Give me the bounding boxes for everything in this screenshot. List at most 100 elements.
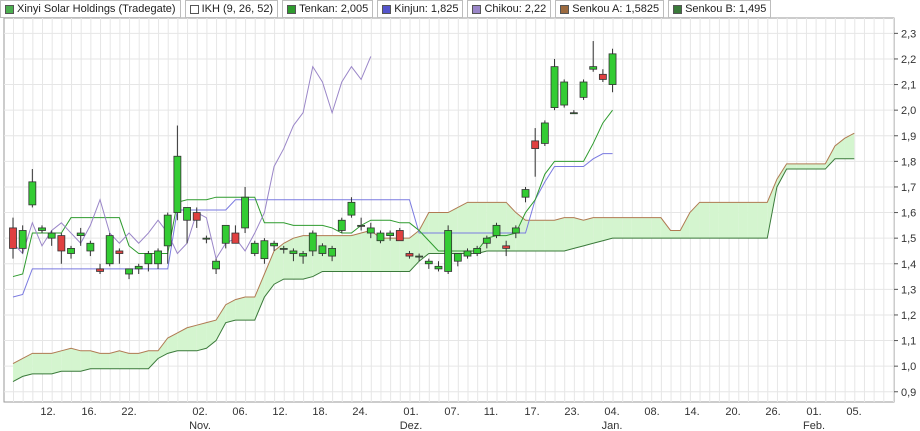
cloud-segment-bullish [564, 217, 574, 251]
candle-up [163, 214, 172, 247]
cloud-segment-bullish [225, 299, 236, 323]
cloud-segment-bullish [728, 202, 739, 239]
cloud-segment-bullish [100, 353, 110, 369]
cloud-segment-bullish [109, 350, 120, 369]
legend-item-price[interactable]: Xinyi Solar Holdings (Tradegate) [0, 0, 181, 18]
candle-up [289, 250, 298, 254]
legend-item-tenkan[interactable]: Tenkan: 2,005 [282, 0, 374, 18]
candle-up [492, 224, 501, 237]
y-tick-label: 2,1 [901, 80, 916, 92]
candle-down [57, 235, 66, 252]
month-label: Nov. [189, 420, 211, 431]
legend-label-price: Xinyi Solar Holdings (Tradegate) [17, 3, 176, 15]
x-tick-label: 05. [846, 406, 861, 418]
legend-item-senkou-a[interactable]: Senkou A: 1,5825 [555, 0, 665, 18]
cloud-segment-bullish [274, 243, 284, 285]
cloud-segment-bullish [515, 212, 526, 251]
cloud-segment-bullish [583, 217, 594, 246]
candle-up [28, 181, 37, 206]
cloud-segment-bullish [651, 217, 661, 239]
cloud-segment-bullish [51, 350, 62, 374]
x-tick-label: 08. [644, 406, 659, 418]
candle-up [270, 242, 278, 247]
cloud-segment-bullish [138, 350, 149, 369]
cloud-segment-bullish [670, 230, 681, 239]
cloud-segment-bullish [419, 212, 429, 262]
x-tick-label: 02. [192, 406, 207, 418]
cloud-segment-bullish [90, 350, 101, 369]
cloud-segment-bullish [747, 202, 758, 239]
cloud-segment-bullish [361, 230, 371, 272]
y-tick-label: 1,1 [901, 336, 916, 348]
y-tick-label: 2,3 [901, 28, 916, 40]
y-tick-label: 1,5 [901, 233, 916, 245]
cloud-segment-bullish [71, 348, 81, 372]
candle-up [299, 253, 308, 257]
cloud-segment-bullish [786, 163, 797, 170]
cloud-segment-bullish [844, 133, 855, 159]
candle-up [212, 260, 220, 270]
legend-item-kijun[interactable]: Kinjun: 1,825 [377, 0, 464, 18]
candle-up [241, 196, 249, 229]
month-label: Feb. [803, 420, 825, 431]
x-tick-label: 07. [444, 406, 459, 418]
x-tick-label: 23. [564, 406, 579, 418]
cloud-segment-bullish [602, 217, 613, 241]
cloud-segment-bullish [80, 350, 91, 372]
cloud-segment-bullish [167, 332, 178, 354]
cloud-segment-bullish [641, 217, 652, 239]
candle-down [598, 73, 607, 80]
cloud-segment-bullish [148, 350, 159, 369]
legend-item-ikh[interactable]: IKH (9, 26, 52) [184, 0, 279, 18]
candle-down [96, 268, 104, 272]
x-tick-label: 18. [312, 406, 327, 418]
candle-up [386, 232, 395, 236]
cloud-segment-bullish [187, 325, 197, 351]
candle-up [250, 242, 259, 254]
month-label: Jan. [602, 420, 623, 431]
x-tick-label: 22. [121, 406, 136, 418]
legend-item-senkou-b[interactable]: Senkou B: 1,495 [668, 0, 772, 18]
candle-up [86, 242, 95, 252]
candle-up [308, 232, 317, 252]
candle-up [279, 247, 288, 250]
cloud-segment-bullish [525, 220, 536, 251]
cloud-segment-bullish [593, 217, 603, 244]
y-tick-label: 1,8 [901, 156, 916, 168]
candle-up [511, 227, 520, 234]
candle-up [521, 189, 530, 198]
cloud-segment-bullish [264, 250, 275, 298]
cloud-segment-bullish [718, 202, 729, 239]
cloud-segment-bullish [22, 353, 33, 377]
cloud-segment-bullish [293, 235, 304, 280]
candle-up [366, 227, 375, 234]
cloud-segment-bullish [351, 233, 362, 272]
cloud-segment-bullish [380, 238, 391, 272]
candle-up [473, 247, 482, 254]
cloud-segment-bullish [254, 274, 265, 321]
legend-label-kijun: Kinjun: 1,825 [394, 3, 459, 15]
candle-down [531, 140, 540, 149]
x-tick-label: 12. [40, 406, 55, 418]
candle-down [231, 232, 240, 244]
cloud-segment-bullish [61, 348, 72, 372]
candle-up [173, 155, 182, 213]
candle-up [125, 268, 133, 275]
cloud-segment-bullish [757, 202, 768, 239]
cloud-segment-bullish [196, 322, 207, 351]
cloud-segment-bullish [622, 217, 632, 239]
cloud-segment-bullish [390, 238, 400, 272]
x-tick-label: 01. [806, 406, 821, 418]
cloud-segment-bullish [341, 235, 352, 272]
x-tick-label: 04. [604, 406, 619, 418]
candle-up [540, 122, 549, 144]
cloud-segment-bullish [689, 202, 700, 239]
cloud-segment-bullish [631, 217, 642, 239]
chikou-line [12, 56, 372, 260]
candle-up [357, 224, 366, 227]
candle-up [608, 53, 617, 85]
candle-down [405, 253, 414, 257]
candle-up [105, 235, 114, 265]
legend-item-chikou[interactable]: Chikou: 2,22 [467, 0, 552, 18]
